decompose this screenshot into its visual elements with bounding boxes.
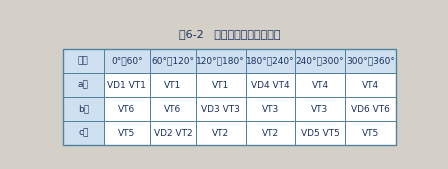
Bar xyxy=(104,121,150,145)
Text: VT1: VT1 xyxy=(212,80,229,90)
Text: 区间: 区间 xyxy=(78,56,89,65)
Text: VT5: VT5 xyxy=(118,129,135,138)
Bar xyxy=(345,49,396,73)
Bar xyxy=(104,97,150,121)
Bar xyxy=(295,121,345,145)
Bar xyxy=(246,121,295,145)
Text: 240°～300°: 240°～300° xyxy=(296,56,345,65)
Text: VD4 VT4: VD4 VT4 xyxy=(251,80,290,90)
Bar xyxy=(196,121,246,145)
Bar xyxy=(196,97,246,121)
Bar xyxy=(104,49,150,73)
Bar xyxy=(196,49,246,73)
Text: 300°～360°: 300°～360° xyxy=(346,56,395,65)
Bar xyxy=(104,73,150,97)
Bar xyxy=(150,49,196,73)
Bar xyxy=(150,121,196,145)
Bar xyxy=(246,73,295,97)
Text: 60°～120°: 60°～120° xyxy=(151,56,194,65)
Text: VD5 VT5: VD5 VT5 xyxy=(301,129,340,138)
Bar xyxy=(345,121,396,145)
Text: VT4: VT4 xyxy=(362,80,379,90)
Bar xyxy=(63,121,104,145)
Text: VT6: VT6 xyxy=(164,105,181,114)
Text: VD3 VT3: VD3 VT3 xyxy=(201,105,240,114)
Bar xyxy=(295,73,345,97)
Text: b相: b相 xyxy=(78,105,89,114)
Text: VT6: VT6 xyxy=(118,105,135,114)
Bar xyxy=(295,49,345,73)
Text: 表6-2   感性负载时各管导通图: 表6-2 感性负载时各管导通图 xyxy=(179,29,280,39)
Text: VD6 VT6: VD6 VT6 xyxy=(351,105,390,114)
Text: VT3: VT3 xyxy=(311,105,329,114)
Text: VT2: VT2 xyxy=(262,129,279,138)
Bar xyxy=(63,49,104,73)
Text: 120°～180°: 120°～180° xyxy=(196,56,245,65)
Text: VT2: VT2 xyxy=(212,129,229,138)
Bar xyxy=(150,97,196,121)
Bar xyxy=(345,97,396,121)
Text: VD2 VT2: VD2 VT2 xyxy=(154,129,192,138)
Text: 180°～240°: 180°～240° xyxy=(246,56,295,65)
Bar xyxy=(246,97,295,121)
Text: VT3: VT3 xyxy=(262,105,279,114)
Text: c相: c相 xyxy=(78,129,89,138)
Bar xyxy=(63,49,396,145)
Text: VD1 VT1: VD1 VT1 xyxy=(108,80,146,90)
Bar xyxy=(63,73,104,97)
Text: VT1: VT1 xyxy=(164,80,181,90)
Text: a相: a相 xyxy=(78,80,89,90)
Bar xyxy=(150,73,196,97)
Bar xyxy=(246,49,295,73)
Bar xyxy=(196,73,246,97)
Text: VT5: VT5 xyxy=(362,129,379,138)
Bar xyxy=(295,97,345,121)
Bar xyxy=(345,73,396,97)
Text: 0°～60°: 0°～60° xyxy=(111,56,142,65)
Text: VT4: VT4 xyxy=(311,80,328,90)
Bar xyxy=(63,97,104,121)
